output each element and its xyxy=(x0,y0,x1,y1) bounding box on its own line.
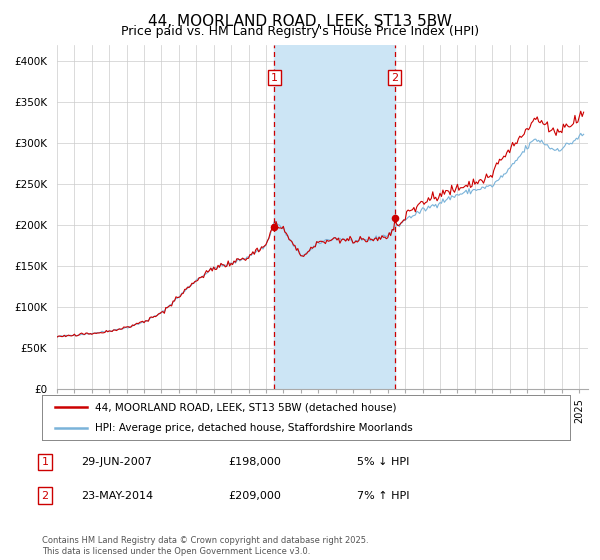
Text: £209,000: £209,000 xyxy=(228,491,281,501)
Text: 1: 1 xyxy=(271,72,278,82)
Text: 23-MAY-2014: 23-MAY-2014 xyxy=(81,491,153,501)
Text: 44, MOORLAND ROAD, LEEK, ST13 5BW (detached house): 44, MOORLAND ROAD, LEEK, ST13 5BW (detac… xyxy=(95,402,397,412)
Text: Contains HM Land Registry data © Crown copyright and database right 2025.
This d: Contains HM Land Registry data © Crown c… xyxy=(42,536,368,556)
Text: Price paid vs. HM Land Registry's House Price Index (HPI): Price paid vs. HM Land Registry's House … xyxy=(121,25,479,38)
Text: 2: 2 xyxy=(41,491,49,501)
Text: 2: 2 xyxy=(391,72,398,82)
Text: 1: 1 xyxy=(41,457,49,467)
Text: £198,000: £198,000 xyxy=(228,457,281,467)
Text: 44, MOORLAND ROAD, LEEK, ST13 5BW: 44, MOORLAND ROAD, LEEK, ST13 5BW xyxy=(148,14,452,29)
Bar xyxy=(274,45,395,389)
Point xyxy=(269,222,279,231)
Text: 7% ↑ HPI: 7% ↑ HPI xyxy=(357,491,409,501)
Text: HPI: Average price, detached house, Staffordshire Moorlands: HPI: Average price, detached house, Staf… xyxy=(95,423,413,433)
Point xyxy=(390,213,400,222)
Text: 5% ↓ HPI: 5% ↓ HPI xyxy=(357,457,409,467)
Text: 29-JUN-2007: 29-JUN-2007 xyxy=(81,457,152,467)
